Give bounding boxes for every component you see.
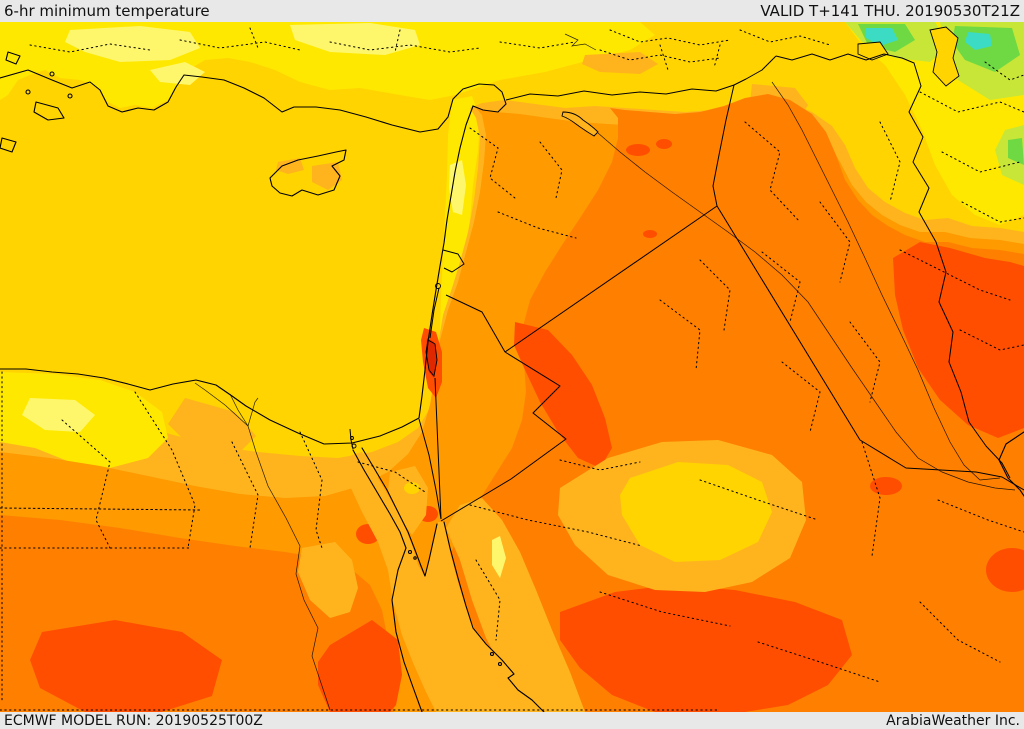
sinai-coast <box>361 447 438 577</box>
coastlines <box>0 51 1024 713</box>
country-borders <box>349 53 1024 522</box>
ataturk-reservoir <box>564 33 597 51</box>
lakes <box>350 26 960 449</box>
gulf-of-suez-west-coast <box>352 449 423 713</box>
cool-patches <box>168 398 806 712</box>
aegean-islands <box>0 51 65 153</box>
brand-label: ArabiaWeather Inc. <box>886 712 1020 729</box>
header-bar: 6-hr minimum temperature VALID T+141 THU… <box>0 0 1024 22</box>
lake-urmia <box>929 26 960 87</box>
model-run-label: ECMWF MODEL RUN: 20190525T00Z <box>4 712 263 729</box>
lake-assad <box>561 111 599 137</box>
temperature-fill-layers <box>0 22 1024 714</box>
valid-time-label: VALID T+141 THU. 20190530T21Z <box>760 1 1020 20</box>
euphrates-river <box>597 132 1016 491</box>
dark-orange-arabia <box>440 94 1024 712</box>
red-sea <box>345 452 546 712</box>
tigris-river <box>771 81 1001 481</box>
admin-borders-dotted <box>0 27 1024 711</box>
rivers <box>194 81 1016 711</box>
footer-bar: ECMWF MODEL RUN: 20190525T00Z ArabiaWeat… <box>0 712 1024 729</box>
persian-gulf-coast <box>998 431 1024 497</box>
anatolia-coast <box>0 69 507 133</box>
levant-yellow-strip <box>440 96 480 338</box>
red-hot-patches <box>30 139 1024 714</box>
saudi-red-sea-coast <box>443 521 545 713</box>
levant-africa-coast <box>0 105 474 445</box>
map-title: 6-hr minimum temperature <box>4 1 210 20</box>
dead-sea <box>425 339 438 378</box>
cyprus-island <box>269 149 347 197</box>
